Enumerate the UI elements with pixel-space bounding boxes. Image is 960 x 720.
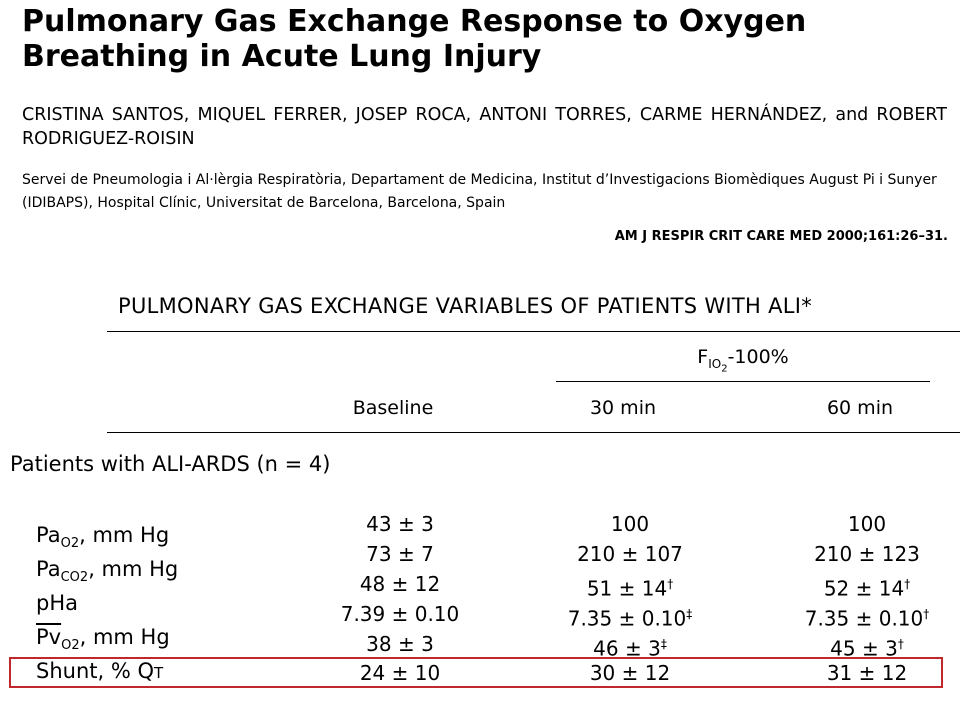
table-cell: 73 ± 7 (290, 540, 510, 569)
cell-value: 45 ± 3 (830, 636, 898, 661)
row-label-shunt: Shunt, % QT (36, 659, 164, 683)
author-list: CRISTINA SANTOS, MIQUEL FERRER, JOSEP RO… (22, 105, 947, 149)
cell-value: 48 ± 12 (359, 572, 441, 596)
table-cell: 100 (757, 510, 960, 539)
table-title: PULMONARY GAS EXCHANGE VARIABLES OF PATI… (118, 294, 813, 318)
cell-value: 210 ± 107 (577, 542, 683, 566)
table-cell: 24 ± 10 (290, 659, 510, 688)
affiliation: Servei de Pneumologia i Al·lèrgia Respir… (22, 172, 937, 211)
row-label-pao2: PaO2, mm Hg (36, 523, 170, 552)
table-cell: 43 ± 3 (290, 510, 510, 539)
significance-mark: † (667, 577, 674, 591)
cell-value: 30 ± 12 (589, 661, 671, 685)
cell-value: 24 ± 10 (359, 661, 441, 685)
table-cell: 51 ± 14† (520, 570, 740, 604)
table-cell: 7.39 ± 0.10 (290, 600, 510, 629)
cell-value: 210 ± 123 (814, 542, 920, 566)
cell-value: 52 ± 14 (823, 576, 905, 601)
cell-value: 100 (610, 512, 650, 536)
table-cell: 45 ± 3† (757, 630, 960, 664)
column-header-baseline: Baseline (352, 397, 434, 419)
table-top-rule (107, 331, 960, 332)
row-label-pha: pHa (36, 591, 78, 615)
table-cell: 210 ± 123 (757, 540, 960, 569)
row-label-paco2: PaCO2, mm Hg (36, 557, 179, 586)
significance-mark: ‡ (686, 607, 693, 621)
column-header-30min: 30 min (589, 397, 657, 419)
fio2-group-header: FIO2-100% (697, 346, 789, 375)
header-bottom-rule (107, 432, 960, 433)
group-header-rule (556, 381, 930, 382)
cell-value: 7.39 ± 0.10 (340, 602, 460, 626)
row-label-pvo2: PvO2, mm Hg (36, 625, 170, 654)
table-cell: 38 ± 3 (290, 630, 510, 659)
table-cell: 100 (520, 510, 740, 539)
table-cell: 7.35 ± 0.10‡ (520, 600, 740, 634)
table-cell: 30 ± 12 (520, 659, 740, 688)
cell-value: 7.35 ± 0.10 (567, 606, 687, 631)
table-cell: 52 ± 14† (757, 570, 960, 604)
table-cell: 46 ± 3‡ (520, 630, 740, 664)
paper-title: Pulmonary Gas Exchange Response to Oxyge… (22, 4, 807, 74)
cell-value: 43 ± 3 (366, 512, 434, 536)
cell-value: 38 ± 3 (366, 632, 434, 656)
significance-mark: † (904, 577, 911, 591)
table-cell: 7.35 ± 0.10† (757, 600, 960, 634)
cell-value: 7.35 ± 0.10 (804, 606, 924, 631)
cell-value: 46 ± 3 (593, 636, 661, 661)
table-cell: 31 ± 12 (757, 659, 960, 688)
significance-mark: † (897, 637, 904, 651)
column-header-60min: 60 min (826, 397, 894, 419)
table-cell: 48 ± 12 (290, 570, 510, 599)
table-cell: 210 ± 107 (520, 540, 740, 569)
section-label: Patients with ALI-ARDS (n = 4) (10, 452, 331, 476)
significance-mark: † (923, 607, 930, 621)
journal-citation: AM J RESPIR CRIT CARE MED 2000;161:26–31… (614, 229, 948, 244)
significance-mark: ‡ (660, 637, 667, 651)
cell-value: 100 (847, 512, 887, 536)
shunt-row-highlight (9, 657, 943, 688)
cell-value: 51 ± 14 (586, 576, 668, 601)
cell-value: 31 ± 12 (826, 661, 908, 685)
cell-value: 73 ± 7 (366, 542, 434, 566)
